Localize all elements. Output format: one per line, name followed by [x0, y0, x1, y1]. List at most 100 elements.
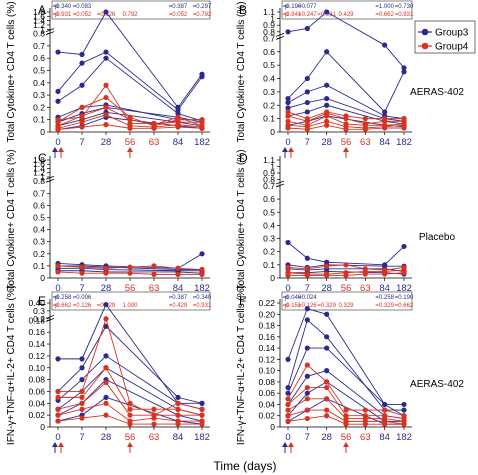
y-axis-label: Total Cytokine+ CD4 T cells (%) — [6, 1, 17, 142]
p-value: =0.190 — [283, 4, 302, 10]
x-tick-label: 84 — [173, 283, 184, 294]
data-point — [304, 396, 310, 402]
data-point — [324, 368, 330, 374]
p-value: =0.247 — [298, 12, 317, 18]
x-tick-label: 63 — [360, 283, 371, 294]
p-value: =0.258 — [53, 295, 72, 301]
data-point — [199, 117, 205, 123]
p-label: p — [55, 3, 59, 10]
y-tick-label: 0 — [270, 273, 275, 283]
y-tick-label: 0.7 — [263, 33, 275, 43]
data-point — [324, 345, 330, 351]
y-tick-label: 0.16 — [28, 327, 45, 337]
data-point — [103, 412, 109, 418]
y-tick-label: 1 — [40, 24, 45, 34]
legend: Group3 Group4 — [414, 20, 476, 54]
axis-break-mark — [45, 178, 55, 183]
data-point — [324, 413, 330, 419]
data-point — [175, 265, 181, 271]
x-tick-label: 7 — [79, 432, 84, 443]
data-point — [127, 264, 133, 270]
y-tick-label: 0.5 — [263, 60, 275, 70]
data-point — [304, 407, 310, 413]
y-tick-label: 0.2 — [263, 247, 275, 257]
data-point — [343, 116, 349, 122]
data-point — [127, 125, 133, 131]
data-point — [55, 418, 61, 424]
legend-marker-group4 — [421, 42, 429, 50]
data-point — [382, 271, 388, 277]
data-point — [103, 379, 109, 386]
data-point — [199, 421, 205, 427]
data-point — [285, 109, 291, 115]
data-point — [285, 390, 291, 396]
x-tick-label: 7 — [305, 137, 310, 148]
p-value: =0.052 — [169, 12, 188, 18]
data-point — [304, 89, 310, 95]
data-point — [103, 365, 109, 371]
data-point — [304, 25, 310, 32]
data-point — [79, 388, 85, 395]
p-value: =0.006 — [73, 295, 92, 301]
p-label: p — [285, 294, 289, 301]
p-value: 0.429 — [338, 12, 354, 18]
data-point — [304, 373, 310, 379]
data-point — [55, 388, 61, 395]
data-point — [304, 255, 310, 261]
data-point — [362, 116, 368, 122]
legend-label-group3: Group3 — [435, 28, 469, 39]
x-tick-label: 0 — [285, 283, 290, 294]
data-point — [382, 118, 388, 124]
y-axis-label: Total Cytokine+ CD4 T cells (%) — [236, 149, 247, 290]
y-tick-label: 0.14 — [28, 339, 45, 349]
data-point — [401, 65, 407, 71]
y-tick-label: 1 — [270, 14, 275, 24]
data-point — [103, 394, 109, 400]
y-tick-label: 0.1 — [33, 261, 45, 271]
y-tick-label: 0.22 — [258, 298, 275, 308]
x-tick-label: 63 — [149, 432, 160, 443]
legend-label-group4: Group4 — [435, 42, 469, 53]
y-tick-label: 1.4 — [33, 163, 45, 173]
data-point — [382, 42, 388, 48]
x-tick-label: 63 — [360, 137, 371, 148]
y-tick-label: 0.2 — [33, 102, 45, 112]
p-value: =0.126 — [298, 303, 317, 309]
side-label-aeras-1: AERAS-402 — [410, 87, 464, 98]
dose-arrow-head — [52, 147, 58, 152]
x-tick-label: 56 — [125, 432, 136, 443]
x-tick-label: 84 — [379, 432, 390, 443]
y-tick-label: 0.02 — [28, 410, 45, 420]
x-tick-label: 182 — [396, 432, 412, 443]
y-axis-label: IFN-γ+TNF-α+IL-2+ CD4 T cells (%) — [6, 285, 17, 445]
y-tick-label: 0.20 — [258, 309, 275, 319]
data-point — [285, 264, 291, 271]
x-tick-label: 28 — [101, 283, 112, 294]
data-point — [382, 125, 388, 131]
x-tick-label: 84 — [173, 432, 184, 443]
y-tick-label: 1.2 — [33, 168, 45, 178]
data-point — [79, 415, 85, 421]
data-point — [401, 401, 407, 408]
data-point — [343, 262, 349, 268]
data-point — [199, 406, 205, 412]
y-tick-label: 0 — [40, 422, 45, 432]
y-tick-label: 0.2 — [33, 249, 45, 259]
data-point — [285, 118, 291, 124]
p-value: =0.024 — [298, 295, 317, 301]
data-point — [79, 51, 85, 58]
data-point — [324, 263, 330, 269]
y-tick-label: 0.14 — [258, 343, 275, 353]
y-tick-label: 0.12 — [258, 354, 275, 364]
y-tick-label: 1.2 — [33, 20, 45, 30]
data-point — [103, 265, 109, 271]
axis-break-mark — [275, 180, 285, 185]
y-tick-label: 0.5 — [263, 207, 275, 217]
data-point — [343, 407, 349, 413]
data-point — [199, 125, 205, 131]
y-tick-label: 0.10 — [258, 366, 275, 376]
panels: A00.10.20.30.40.50.60.70.811.21.41.61.80… — [6, 0, 414, 453]
data-point — [343, 421, 349, 427]
panel-letter: F — [239, 294, 246, 308]
data-point — [362, 407, 368, 413]
